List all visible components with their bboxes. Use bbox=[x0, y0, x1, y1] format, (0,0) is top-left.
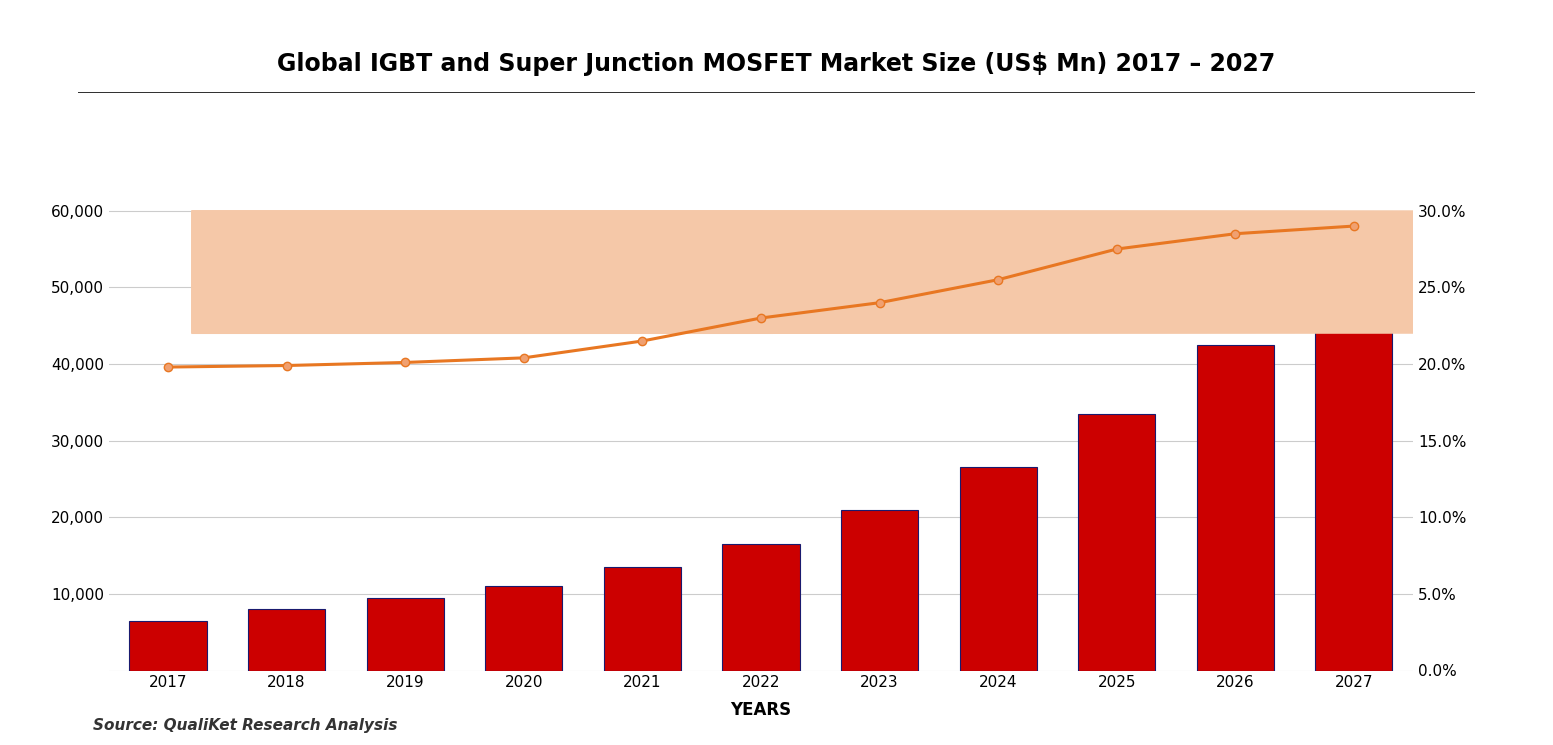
Bar bbox=[960, 467, 1037, 670]
Text: Global IGBT and Super Junction MOSFET Market Size (US$ Mn) 2017 – 2027: Global IGBT and Super Junction MOSFET Ma… bbox=[278, 52, 1275, 76]
Bar bbox=[722, 544, 800, 670]
Bar bbox=[604, 567, 680, 670]
Bar bbox=[1315, 249, 1393, 670]
Bar bbox=[248, 609, 325, 670]
Bar bbox=[367, 597, 444, 670]
X-axis label: YEARS: YEARS bbox=[730, 702, 792, 720]
Text: Source: QualiKet Research Analysis: Source: QualiKet Research Analysis bbox=[93, 718, 398, 733]
Bar bbox=[129, 621, 207, 670]
Bar bbox=[1078, 413, 1155, 670]
Bar bbox=[1197, 345, 1273, 670]
Polygon shape bbox=[191, 211, 1553, 333]
Bar bbox=[842, 510, 918, 670]
Bar bbox=[485, 586, 562, 670]
